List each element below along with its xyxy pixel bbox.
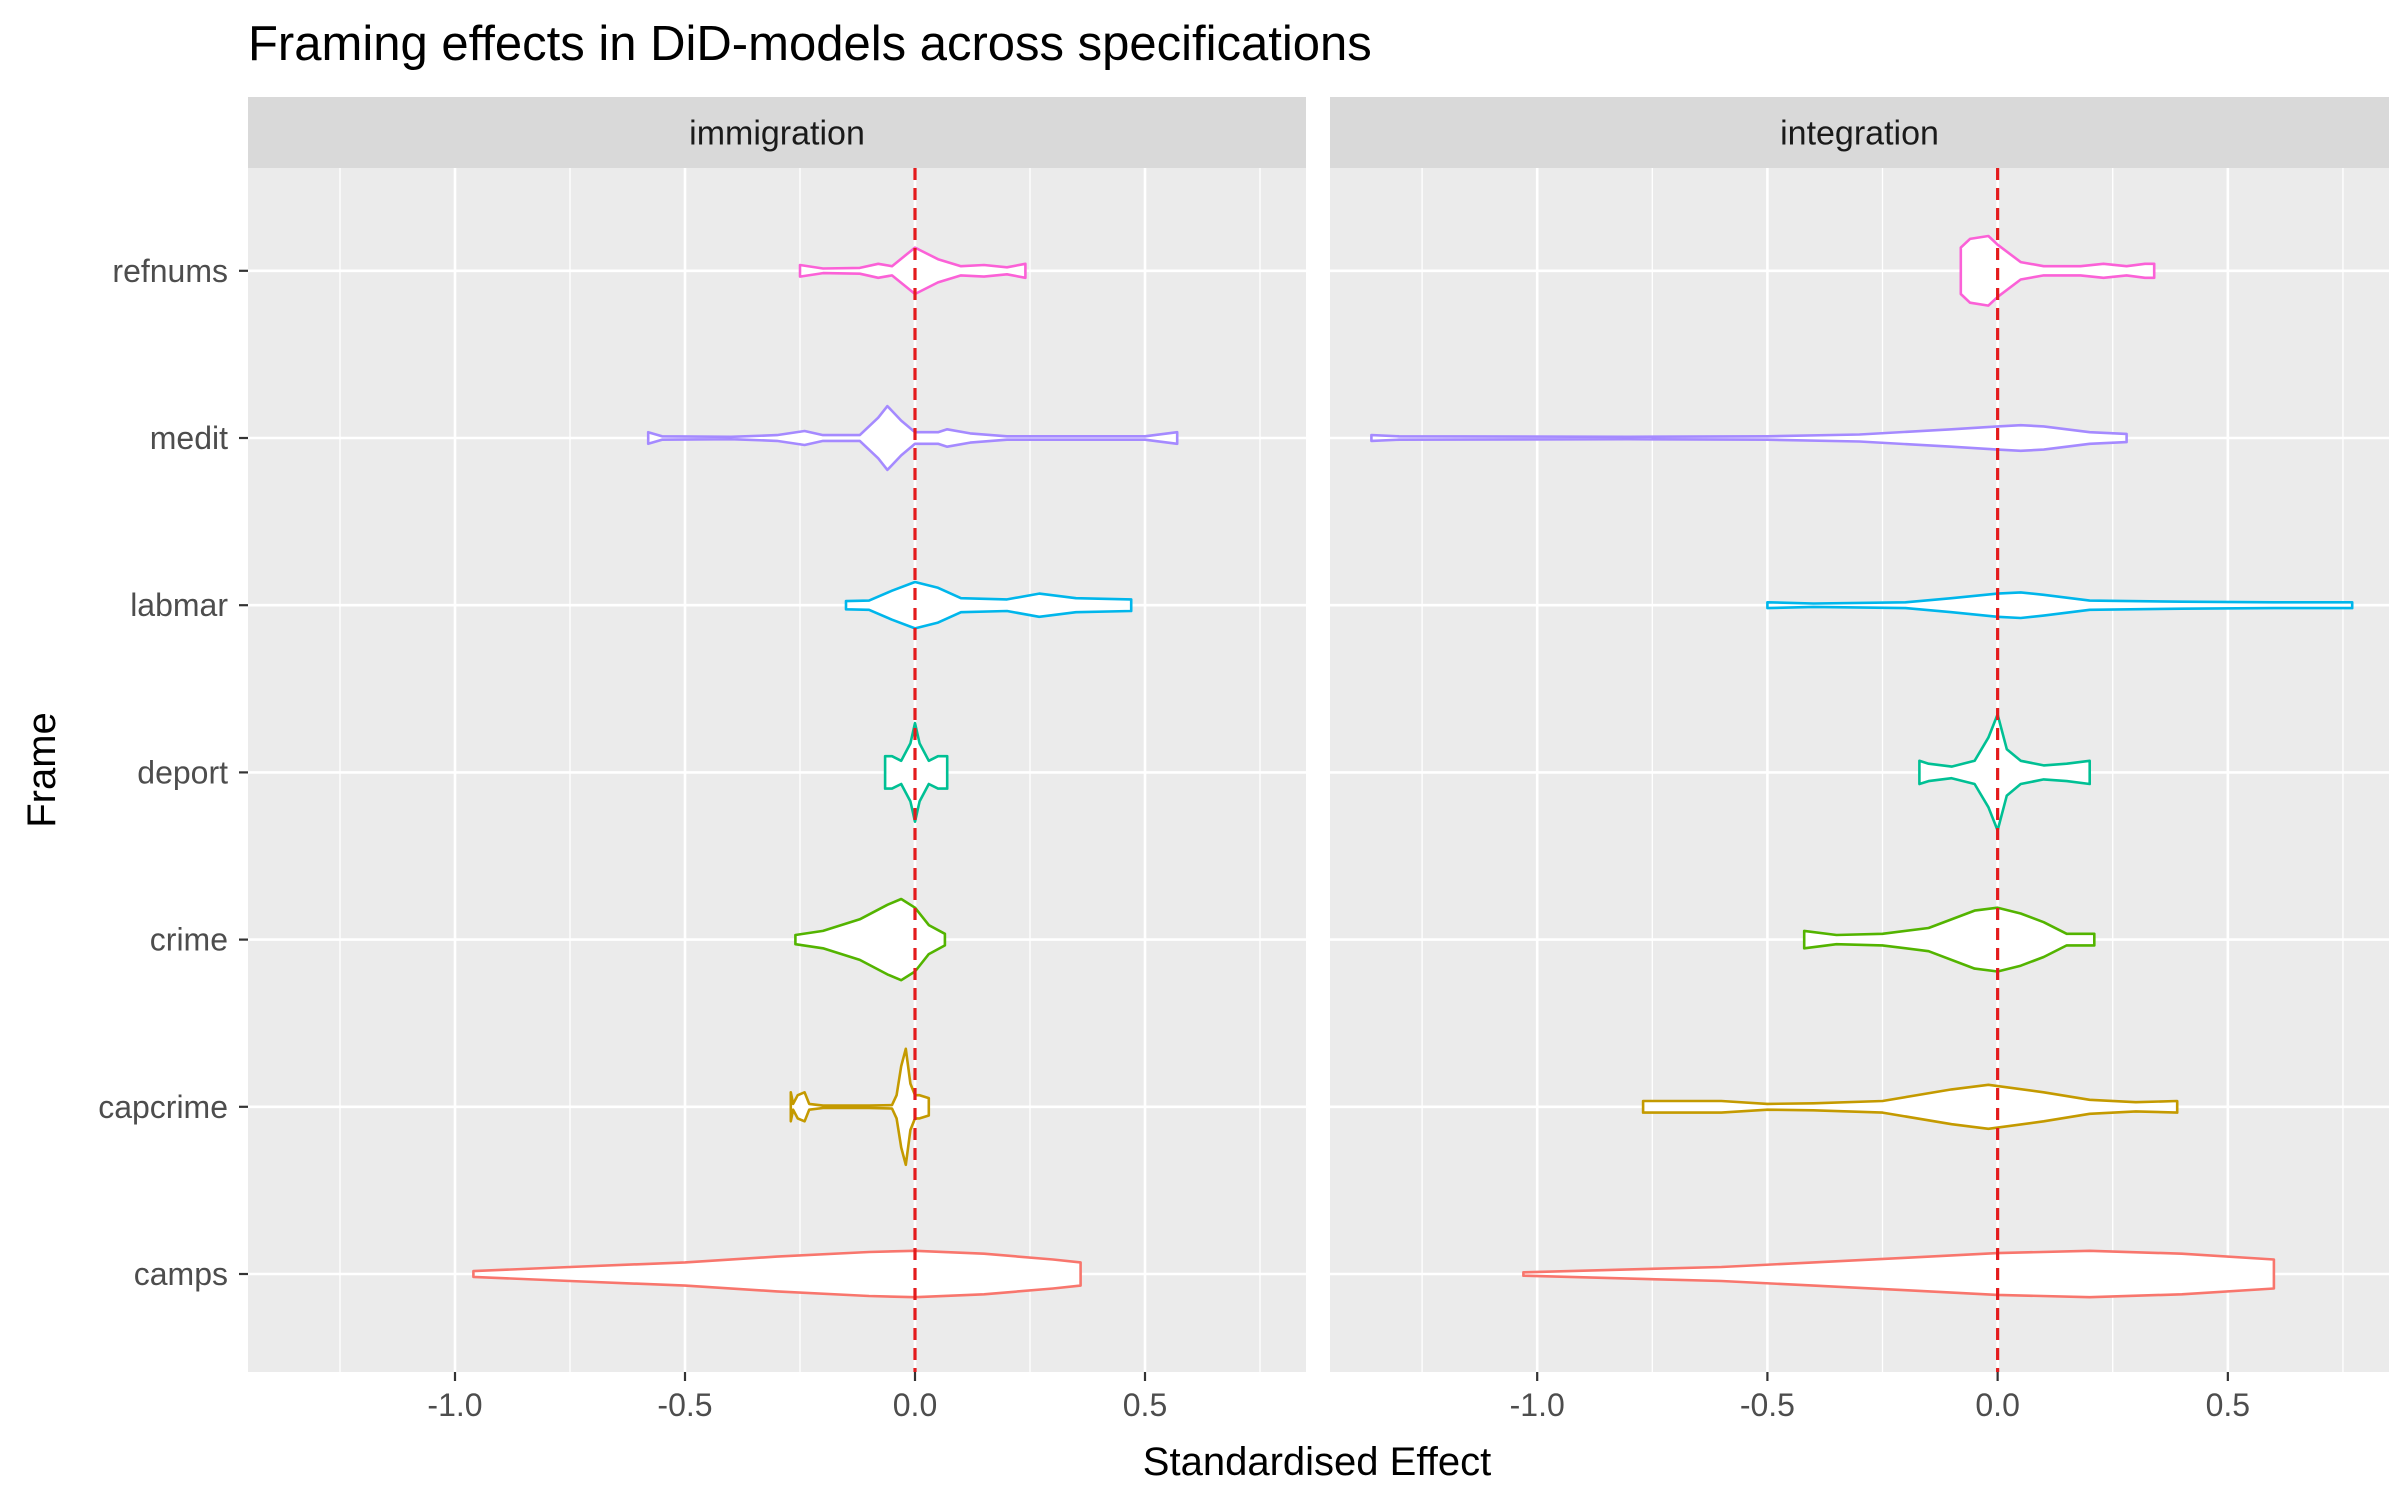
violin-immigration-refnums	[798, 246, 1027, 296]
violin-integration-medit	[1370, 423, 2128, 453]
strip-label-integration: integration	[1780, 115, 1939, 153]
violin-immigration-medit	[646, 404, 1179, 472]
panel-integration: integration	[1330, 97, 2389, 1372]
y-tick-label-camps: camps	[134, 1256, 228, 1292]
x-tick-label: 0.5	[2206, 1387, 2250, 1423]
y-axis: camps capcrime crime deport labmar medit refnu…	[98, 253, 248, 1292]
violin-integration-crime	[1802, 906, 2096, 973]
strip-background	[1330, 97, 2389, 168]
panel-background	[1330, 168, 2389, 1372]
y-tick-label-deport: deport	[137, 754, 228, 790]
violin-immigration-capcrime	[789, 1047, 931, 1167]
x-tick-label: -1.0	[427, 1387, 482, 1423]
x-tick-label: 0.5	[1123, 1387, 1167, 1423]
violin-immigration-labmar	[844, 580, 1133, 630]
violin-integration-labmar	[1766, 591, 2354, 620]
x-axis: -1.0 -0.5 0.0 0.5 -1.0 -0.5 0.0 0.5	[427, 1372, 2250, 1423]
violin-immigration-crime	[794, 897, 947, 982]
x-axis-title: Standardised Effect	[1143, 1440, 1491, 1484]
y-tick-label-refnums: refnums	[112, 253, 228, 289]
x-tick-label: -0.5	[1740, 1387, 1795, 1423]
x-tick-label: 0.0	[1975, 1387, 2019, 1423]
y-tick-label-crime: crime	[150, 922, 228, 958]
violin-integration-camps	[1522, 1249, 2276, 1299]
violin-integration-refnums	[1959, 234, 2156, 307]
panel-background	[248, 168, 1306, 1372]
violin-integration-capcrime	[1641, 1083, 2179, 1131]
violin-immigration-camps	[472, 1249, 1082, 1299]
y-tick-label-labmar: labmar	[130, 587, 228, 623]
y-tick-label-capcrime: capcrime	[98, 1089, 228, 1125]
x-tick-label: -1.0	[1510, 1387, 1565, 1423]
chart-title: Framing effects in DiD-models across spe…	[248, 17, 1372, 71]
y-tick-label-medit: medit	[150, 420, 228, 456]
x-tick-label: -0.5	[657, 1387, 712, 1423]
violin-integration-deport	[1918, 713, 2091, 832]
panel-immigration: immigration	[248, 97, 1306, 1372]
panels: immigration integration	[248, 97, 2389, 1372]
strip-background	[248, 97, 1306, 168]
y-axis-title: Frame	[20, 712, 64, 828]
x-tick-label: 0.0	[893, 1387, 937, 1423]
strip-label-immigration: immigration	[689, 115, 865, 153]
